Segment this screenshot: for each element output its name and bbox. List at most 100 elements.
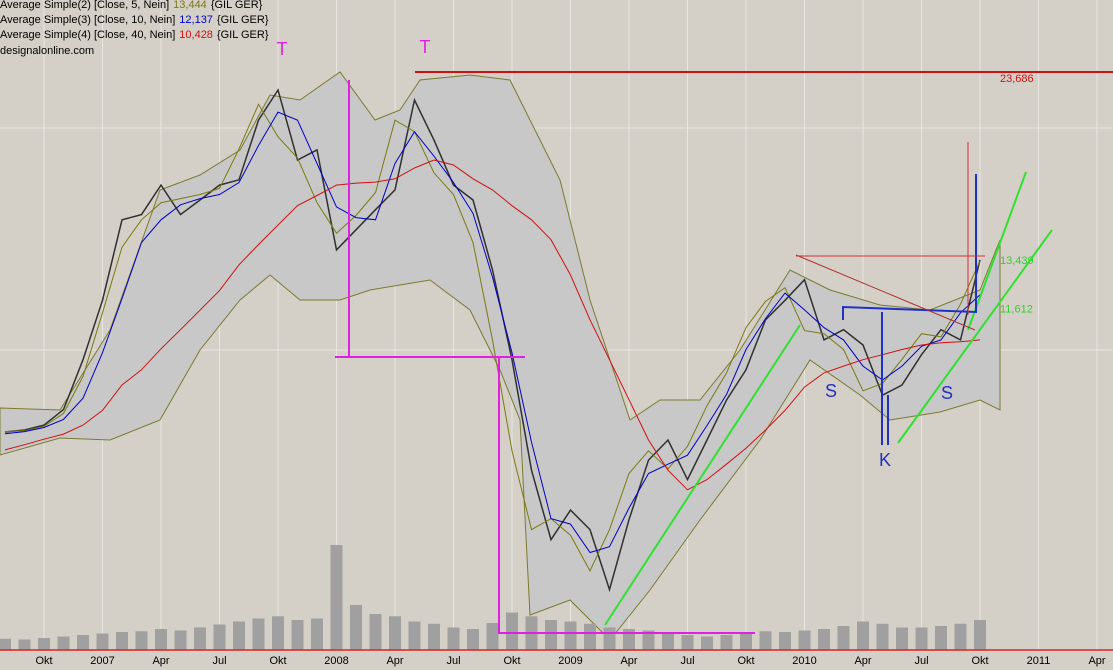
trend-drawing (897, 229, 1053, 444)
trend-drawing (498, 357, 755, 634)
volume-bar (233, 621, 245, 650)
legend-symbol: {GIL GER} (211, 0, 263, 11)
volume-bar (447, 627, 460, 650)
legend-symbol: {GIL GER} (217, 29, 269, 41)
annotation: S (941, 383, 953, 403)
volume-bar (642, 630, 655, 650)
volume-bar (18, 639, 31, 650)
moving-average (4, 159, 981, 491)
volume-bar (798, 630, 811, 650)
x-tick-label: Apr (620, 655, 637, 667)
x-tick-label: Apr (1088, 655, 1105, 667)
x-tick-label: 2010 (792, 655, 816, 667)
x-tick-label: Okt (269, 655, 286, 667)
x-tick-label: 2008 (324, 655, 348, 667)
x-axis-strip (0, 650, 1113, 670)
volume-bar (779, 632, 791, 650)
level-label: 13,439 (1000, 255, 1034, 267)
level-label: 23,686 (1000, 73, 1034, 85)
volume-bar (77, 635, 89, 650)
level-label: 11,612 (1000, 303, 1033, 315)
x-tick-label: Apr (854, 655, 871, 667)
x-tick-label: Jul (446, 655, 460, 667)
volume-bar (311, 618, 323, 650)
volume-bar (194, 627, 206, 650)
x-tick-label: 2011 (1027, 655, 1051, 667)
legend: Average Simple(2) [Close, 5, Nein] 13,444… (0, 0, 269, 41)
trend-drawing (795, 254, 976, 331)
line-layer (4, 71, 1113, 593)
moving-average (4, 111, 981, 554)
trend-drawing (604, 324, 801, 626)
volume-bar (174, 630, 187, 650)
volume-bar (330, 545, 343, 650)
legend-entry: Average Simple(3) [Close, 10, Nein] 12,13… (0, 14, 269, 26)
volume-bar (603, 627, 616, 650)
volume-bar (818, 629, 830, 650)
x-tick-label: Okt (971, 655, 988, 667)
volume-bar (974, 620, 986, 650)
volume-bar (38, 638, 50, 650)
volume-bar (623, 629, 635, 650)
annotation: S (825, 381, 837, 401)
x-tick-label: Apr (152, 655, 169, 667)
volume-bar (857, 621, 869, 650)
volume-bar (291, 620, 304, 650)
annotation: T (420, 37, 431, 57)
volume-bar (350, 605, 362, 650)
volume-bar (740, 633, 752, 650)
legend-entry: Average Simple(4) [Close, 40, Nein] 10,42… (0, 29, 269, 41)
volume-bar (96, 633, 109, 650)
volume-layer (0, 545, 986, 650)
legend-entry: Average Simple(2) [Close, 5, Nein] 13,444… (0, 0, 263, 11)
volume-bar (662, 633, 674, 650)
volume-bar (135, 631, 148, 650)
legend-value: 10,428 (179, 29, 213, 41)
x-tick-label: Okt (503, 655, 520, 667)
volume-bar (408, 621, 421, 650)
volume-bar (506, 612, 518, 650)
volume-bar (759, 631, 772, 650)
volume-bar (876, 623, 889, 650)
x-tick-label: Jul (212, 655, 226, 667)
volume-bar (915, 627, 928, 650)
annotations: T T S S K (277, 37, 954, 470)
legend-name: Average Simple(4) [Close, 40, Nein] (0, 29, 175, 41)
x-tick-label: 2009 (558, 655, 582, 667)
volume-bar (720, 635, 733, 650)
volume-bar (935, 626, 947, 650)
volume-bar (252, 618, 265, 650)
volume-bar (213, 624, 226, 650)
volume-bar (467, 629, 479, 650)
legend-name: Average Simple(2) [Close, 5, Nein] (0, 0, 169, 11)
volume-bar (272, 616, 284, 650)
legend-value: 12,137 (179, 14, 213, 26)
volume-bar (0, 638, 11, 650)
legend-symbol: {GIL GER} (217, 14, 269, 26)
volume-bar (837, 626, 850, 650)
volume-bar (564, 621, 577, 650)
source: designalonline.com (0, 45, 94, 57)
x-tick-label: 2007 (90, 655, 114, 667)
volume-bar (701, 636, 713, 650)
volume-bar (57, 636, 70, 650)
moving-average (4, 103, 981, 573)
volume-bar (584, 623, 596, 650)
volume-bar (545, 620, 557, 650)
volume-bar (486, 623, 499, 650)
annotation: T (277, 39, 288, 59)
x-tick-label: Jul (680, 655, 694, 667)
trend-drawing (335, 80, 525, 358)
volume-bar (116, 632, 128, 650)
price-line (4, 88, 981, 593)
volume-bar (428, 623, 440, 650)
x-tick-label: Jul (914, 655, 928, 667)
legend-name: Average Simple(3) [Close, 10, Nein] (0, 14, 175, 26)
trend-drawing (842, 174, 977, 320)
volume-bar (896, 627, 908, 650)
x-tick-label: Okt (737, 655, 754, 667)
volume-bar (155, 629, 167, 650)
x-tick-label: Apr (386, 655, 403, 667)
